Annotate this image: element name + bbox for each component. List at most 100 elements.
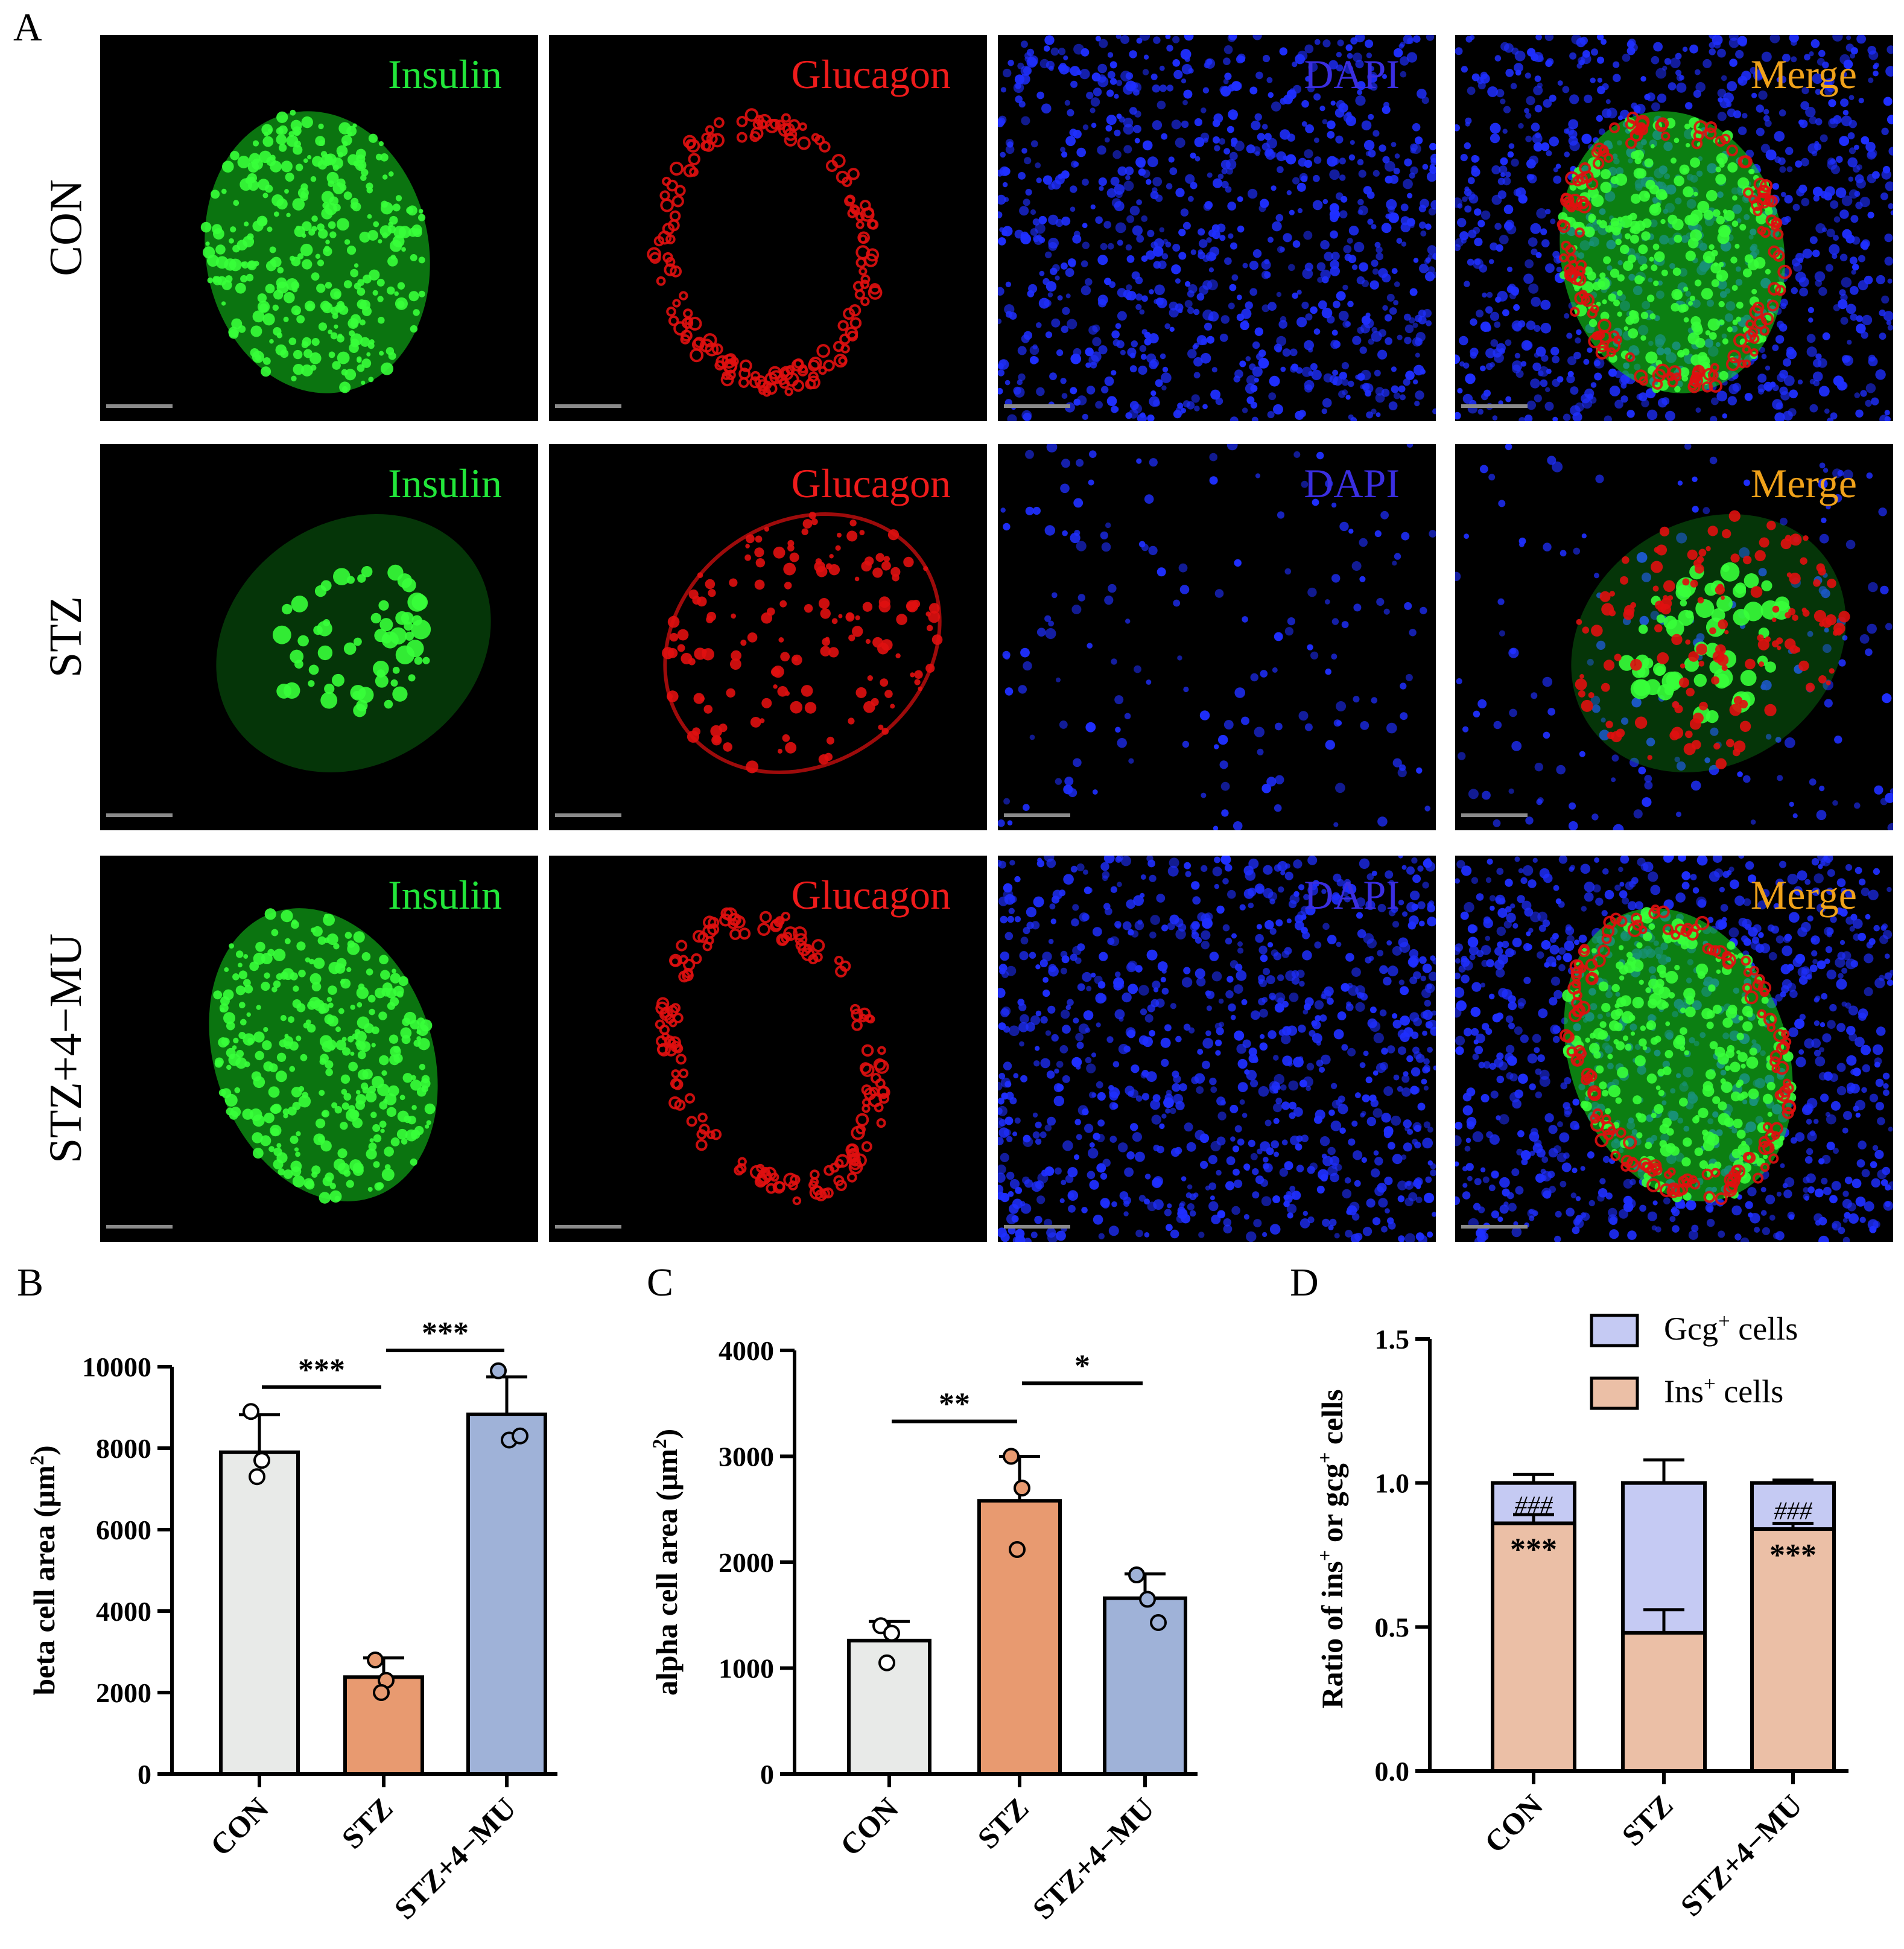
- micrograph-stz-merge: Merge: [1455, 444, 1893, 830]
- y-tick-label: 2000: [96, 1677, 151, 1708]
- scale-bar: [555, 813, 621, 817]
- annotation-ins: ***: [1769, 1538, 1817, 1572]
- panel-letter-a: A: [13, 5, 42, 49]
- x-tick-label: CON: [204, 1791, 275, 1862]
- data-point: [373, 1684, 390, 1701]
- scale-bar: [1461, 404, 1528, 408]
- y-tick-label: 4000: [719, 1335, 774, 1366]
- y-tick-label: 0: [760, 1759, 774, 1790]
- bar-ins-2: [1750, 1527, 1836, 1773]
- data-point: [878, 1654, 895, 1671]
- chart-alpha-cell-area: 0 1000 2000 3000 4000 alpha cell area (μm2) CO…: [652, 1335, 1198, 1925]
- bar-gcg-2: [1750, 1481, 1836, 1531]
- micrograph-con-glucagon: Glucagon: [549, 35, 987, 421]
- stain-label-glucagon: Glucagon: [791, 872, 951, 918]
- bar-gcg-1: [1621, 1481, 1707, 1635]
- y-axis-label: Ratio of ins+ or gcg+ cells: [1315, 1389, 1349, 1708]
- panel-letter-b: B: [17, 1261, 44, 1305]
- y-tick-label: 8000: [96, 1433, 151, 1464]
- data-point: [490, 1362, 507, 1379]
- y-tick-label: 3000: [719, 1442, 774, 1472]
- significance-label: ***: [298, 1353, 345, 1387]
- data-point: [367, 1652, 384, 1668]
- panel-letter-d: D: [1290, 1261, 1319, 1305]
- legend-label: Ins+ cells: [1664, 1372, 1783, 1410]
- stain-label-glucagon: Glucagon: [791, 51, 951, 97]
- annotation-gcg: ###: [1774, 1498, 1813, 1525]
- data-point: [512, 1427, 528, 1445]
- significance-label: ***: [422, 1316, 469, 1350]
- y-tick-label: 10000: [82, 1352, 151, 1382]
- micrograph-con-merge: Merge: [1455, 35, 1893, 421]
- micrograph-stz-4mu-merge: Merge: [1455, 856, 1893, 1242]
- micrograph-stz-insulin: Insulin: [100, 444, 538, 830]
- stain-label-dapi: DAPI: [1304, 872, 1400, 918]
- stain-label-dapi: DAPI: [1304, 51, 1400, 97]
- y-axis-label: beta cell area (μm2): [27, 1445, 61, 1695]
- scale-bar: [1004, 1225, 1070, 1229]
- significance-label: *: [1074, 1349, 1090, 1383]
- stain-label-merge: Merge: [1750, 872, 1857, 918]
- data-point: [1139, 1591, 1156, 1608]
- bar-ins-1: [1621, 1630, 1707, 1773]
- data-point: [1128, 1566, 1145, 1584]
- y-tick-label: 4000: [96, 1596, 151, 1627]
- annotation-gcg: ###: [1515, 1492, 1553, 1519]
- y-axis-label: alpha cell area (μm2): [652, 1429, 684, 1696]
- scale-bar: [106, 813, 173, 817]
- micrograph-stz-4mu-dapi: DAPI: [998, 856, 1436, 1242]
- stain-label-insulin: Insulin: [388, 460, 502, 506]
- legend-label: Gcg+ cells: [1664, 1309, 1798, 1347]
- y-tick-label: 0: [138, 1759, 151, 1790]
- data-point: [1014, 1480, 1030, 1497]
- bar-2: [466, 1412, 547, 1776]
- scale-bar: [106, 404, 173, 408]
- row-label-stz: STZ: [40, 596, 92, 678]
- micrograph-con-insulin: Insulin: [100, 35, 538, 421]
- micrograph-stz-dapi: DAPI: [998, 444, 1436, 830]
- legend-swatch: [1590, 1314, 1639, 1347]
- micrograph-stz-glucagon: Glucagon: [549, 444, 987, 830]
- x-tick-label: STZ+4−MU: [1026, 1791, 1160, 1925]
- bar-2: [1103, 1596, 1187, 1776]
- row-label-con: CON: [40, 179, 92, 276]
- chart-ins-gcg-ratio: 0.0 0.5 1.0 1.5 Ratio of ins+ or gcg+ cells C…: [1315, 1309, 1848, 1922]
- data-point: [253, 1452, 270, 1469]
- scale-bar: [1461, 1225, 1528, 1229]
- micrograph-stz-4mu-insulin: Insulin: [100, 856, 538, 1242]
- legend-swatch: [1590, 1376, 1639, 1410]
- row-label-stz-4mu: STZ+4−MU: [40, 933, 92, 1164]
- stain-label-merge: Merge: [1750, 51, 1857, 97]
- y-tick-label: 1.5: [1375, 1324, 1410, 1355]
- stain-label-insulin: Insulin: [388, 872, 502, 918]
- scale-bar: [1004, 404, 1070, 408]
- y-tick-label: 0.5: [1375, 1612, 1410, 1642]
- scale-bar: [106, 1225, 173, 1229]
- y-tick-label: 1000: [719, 1653, 774, 1684]
- data-point: [243, 1403, 259, 1420]
- annotation-ins: ***: [1510, 1532, 1557, 1566]
- x-tick-label: STZ: [971, 1791, 1035, 1855]
- x-tick-label: STZ: [335, 1791, 399, 1855]
- chart-beta-cell-area: 0 2000 4000 6000 8000 10000 beta cell area (μm…: [27, 1316, 557, 1925]
- stain-label-merge: Merge: [1750, 460, 1857, 506]
- stain-label-glucagon: Glucagon: [791, 460, 951, 506]
- x-tick-label: STZ+4−MU: [387, 1791, 522, 1925]
- micrograph-con-dapi: DAPI: [998, 35, 1436, 421]
- x-tick-label: STZ+4−MU: [1674, 1788, 1808, 1922]
- x-tick-label: STZ: [1615, 1788, 1679, 1852]
- scale-bar: [555, 404, 621, 408]
- data-point: [1003, 1448, 1020, 1465]
- y-tick-label: 6000: [96, 1515, 151, 1545]
- data-point: [883, 1624, 900, 1642]
- data-point: [1009, 1540, 1026, 1558]
- scale-bar: [555, 1225, 621, 1229]
- significance-label: **: [939, 1387, 970, 1422]
- micrograph-stz-4mu-glucagon: Glucagon: [549, 856, 987, 1242]
- stain-label-insulin: Insulin: [388, 51, 502, 97]
- stain-label-dapi: DAPI: [1304, 460, 1400, 506]
- scale-bar: [1004, 813, 1070, 817]
- y-tick-label: 0.0: [1375, 1756, 1410, 1787]
- y-tick-label: 2000: [719, 1547, 774, 1578]
